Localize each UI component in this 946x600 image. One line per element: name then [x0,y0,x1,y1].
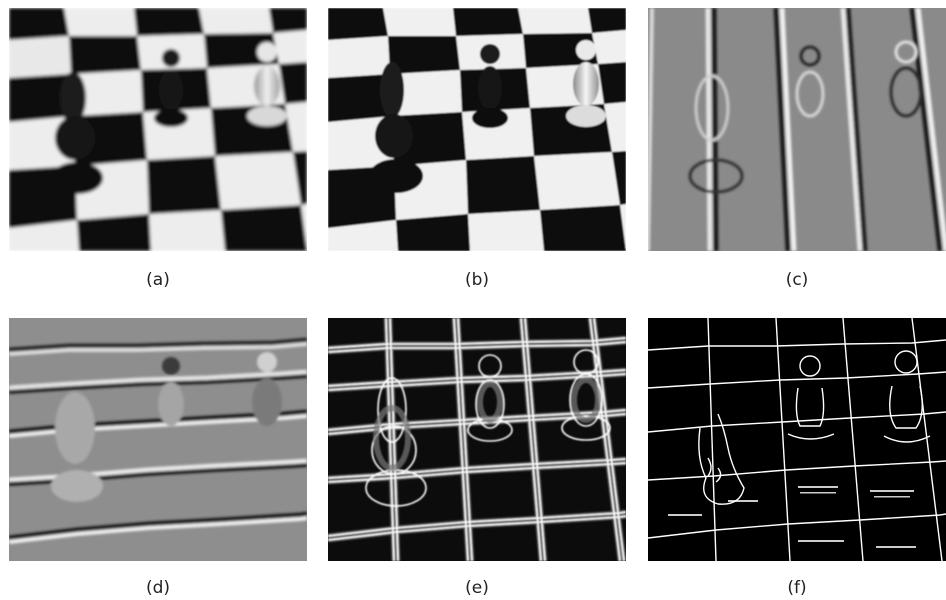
caption-b: (b) [464,270,490,290]
caption-f: (f) [787,578,807,598]
vertical-gradient-image [9,318,307,561]
panel-d-image [9,318,307,561]
caption-d: (d) [145,578,171,598]
panel-b-image [328,8,626,251]
panel-c-image [648,8,946,251]
caption-e: (e) [465,578,489,598]
panel-a-image [9,8,307,251]
chessboard-restored-image [328,8,626,251]
panel-f-image [648,318,946,561]
gradient-magnitude-image [328,318,626,561]
horizontal-gradient-image [648,8,946,251]
caption-a: (a) [146,270,170,290]
caption-c: (c) [785,270,809,290]
edge-map-image [648,318,946,561]
chessboard-blurred-image [9,8,307,251]
panel-e-image [328,318,626,561]
